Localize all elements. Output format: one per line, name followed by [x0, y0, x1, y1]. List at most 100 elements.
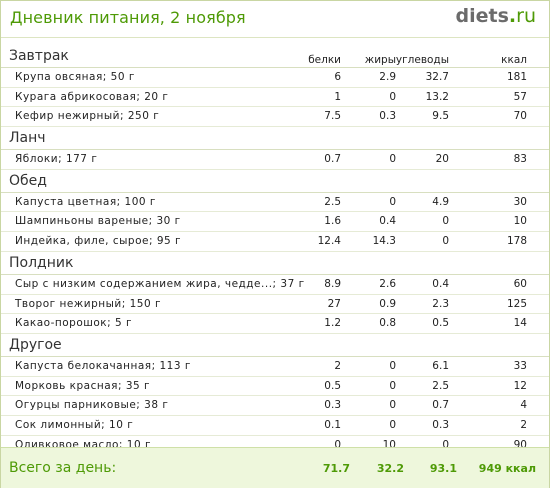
- food-name: Капуста белокачанная; 113 г: [15, 359, 191, 372]
- total-fat: 32.2: [376, 462, 404, 475]
- food-row[interactable]: Сыр с низким содержанием жира, чедде...;…: [1, 275, 549, 295]
- column-header-fat: жиры: [364, 54, 396, 66]
- food-kcal: 70: [513, 110, 527, 123]
- food-name: Яблоки; 177 г: [15, 153, 98, 166]
- food-name: Огурцы парниковые; 38 г: [15, 399, 169, 412]
- food-row[interactable]: Курага абрикосовая; 20 г 1 0 13.2 57: [1, 88, 549, 108]
- food-fat: 0: [389, 379, 396, 392]
- logo-main: diets: [455, 5, 509, 27]
- food-kcal: 83: [513, 153, 527, 166]
- food-fat: 14.3: [372, 235, 396, 248]
- section-title: Завтрак белки жиры углеводы ккал: [1, 45, 549, 68]
- food-carbs: 4.9: [432, 195, 449, 208]
- food-kcal: 181: [506, 71, 527, 83]
- section-title-text: Полдник: [9, 254, 74, 271]
- section-title-text: Обед: [9, 172, 47, 189]
- meal-section: Другое Капуста белокачанная; 113 г 2 0 6.1 33…: [1, 334, 549, 456]
- food-fat: 2.6: [379, 277, 396, 290]
- food-name: Шампиньоны вареные; 30 г: [15, 215, 181, 228]
- section-title: Обед: [1, 170, 549, 193]
- food-fat: 0.8: [379, 317, 396, 330]
- food-kcal: 4: [520, 399, 527, 412]
- food-protein: 0.7: [324, 153, 341, 166]
- food-fat: 0: [389, 90, 396, 103]
- food-row[interactable]: Огурцы парниковые; 38 г 0.3 0 0.7 4: [1, 396, 549, 416]
- food-fat: 0: [389, 418, 396, 431]
- food-carbs: 0: [442, 438, 449, 451]
- meal-section: Полдник Сыр с низким содержанием жира, че…: [1, 252, 549, 334]
- food-fat: 0: [389, 359, 396, 372]
- meal-sections: Завтрак белки жиры углеводы ккал Крупа овсяна…: [1, 45, 549, 456]
- food-kcal: 125: [506, 297, 527, 310]
- food-name: Курага абрикосовая; 20 г: [15, 90, 169, 103]
- food-fat: 0: [389, 195, 396, 208]
- food-kcal: 10: [513, 215, 527, 228]
- logo-dot: .: [508, 5, 517, 27]
- food-carbs: 2.5: [432, 379, 449, 392]
- food-name: Кефир нежирный; 250 г: [15, 110, 160, 123]
- food-row[interactable]: Творог нежирный; 150 г 27 0.9 2.3 125: [1, 295, 549, 315]
- site-logo[interactable]: diets.ru: [456, 5, 536, 27]
- logo-tld: ru: [516, 5, 536, 27]
- food-kcal: 12: [513, 379, 527, 392]
- food-name: Творог нежирный; 150 г: [15, 297, 161, 310]
- food-row[interactable]: Шампиньоны вареные; 30 г 1.6 0.4 0 10: [1, 212, 549, 233]
- meal-section: Обед Капуста цветная; 100 г 2.5 0 4.9 30 Шампи…: [1, 170, 549, 252]
- food-protein: 0.5: [324, 379, 341, 392]
- food-protein: 0: [334, 438, 341, 451]
- food-carbs: 6.1: [432, 359, 449, 372]
- total-label: Всего за день:: [9, 460, 117, 476]
- meal-section: Ланч Яблоки; 177 г 0.7 0 20 83: [1, 127, 549, 170]
- food-carbs: 13.2: [425, 90, 449, 103]
- food-fat: 2.9: [379, 71, 396, 83]
- page-title: Дневник питания, 2 ноября: [10, 8, 246, 27]
- section-title-text: Ланч: [9, 130, 46, 147]
- food-kcal: 33: [513, 359, 527, 372]
- daily-total: Всего за день: 71.7 32.2 93.1 949 ккал: [1, 447, 549, 488]
- food-protein: 1: [334, 90, 341, 103]
- food-carbs: 0.7: [432, 399, 449, 412]
- column-header-kcal: ккал: [501, 54, 527, 66]
- food-kcal: 2: [520, 418, 527, 431]
- column-header-protein: белки: [308, 54, 341, 66]
- food-row[interactable]: Какао-порошок; 5 г 1.2 0.8 0.5 14: [1, 314, 549, 334]
- food-protein: 27: [327, 297, 341, 310]
- food-row[interactable]: Кефир нежирный; 250 г 7.5 0.3 9.5 70: [1, 107, 549, 128]
- food-carbs: 0: [442, 215, 449, 228]
- section-title: Полдник: [1, 252, 549, 275]
- food-kcal: 178: [506, 235, 527, 248]
- food-carbs: 32.7: [425, 71, 449, 83]
- food-row[interactable]: Яблоки; 177 г 0.7 0 20 83: [1, 150, 549, 170]
- food-name: Сыр с низким содержанием жира, чедде...;…: [15, 277, 305, 290]
- food-carbs: 0.5: [432, 317, 449, 330]
- food-name: Крупа овсяная; 50 г: [15, 71, 135, 83]
- food-protein: 2: [334, 359, 341, 372]
- total-carbs: 93.1: [429, 462, 457, 475]
- food-name: Морковь красная; 35 г: [15, 379, 151, 392]
- food-row[interactable]: Крупа овсяная; 50 г 6 2.9 32.7 181: [1, 68, 549, 88]
- food-carbs: 0.3: [432, 418, 449, 431]
- food-carbs: 2.3: [432, 297, 449, 310]
- food-carbs: 0: [442, 235, 449, 248]
- food-carbs: 20: [435, 153, 449, 166]
- food-fat: 0.3: [379, 110, 396, 123]
- header: Дневник питания, 2 ноября diets.ru: [1, 1, 549, 38]
- food-row[interactable]: Капуста цветная; 100 г 2.5 0 4.9 30: [1, 193, 549, 213]
- food-protein: 2.5: [324, 195, 341, 208]
- food-row[interactable]: Морковь красная; 35 г 0.5 0 2.5 12: [1, 377, 549, 397]
- food-kcal: 60: [513, 277, 527, 290]
- food-fat: 0.9: [379, 297, 396, 310]
- total-protein: 71.7: [322, 462, 350, 475]
- food-fat: 0: [389, 153, 396, 166]
- food-row[interactable]: Сок лимонный; 10 г 0.1 0 0.3 2: [1, 416, 549, 436]
- food-protein: 0.3: [324, 399, 341, 412]
- food-name: Какао-порошок; 5 г: [15, 317, 133, 330]
- food-fat: 0.4: [379, 215, 396, 228]
- food-fat: 0: [389, 399, 396, 412]
- food-row[interactable]: Индейка, филе, сырое; 95 г 12.4 14.3 0 178: [1, 232, 549, 252]
- food-kcal: 14: [513, 317, 527, 330]
- food-row[interactable]: Капуста белокачанная; 113 г 2 0 6.1 33: [1, 357, 549, 377]
- food-protein: 12.4: [317, 235, 341, 248]
- food-name: Сок лимонный; 10 г: [15, 418, 134, 431]
